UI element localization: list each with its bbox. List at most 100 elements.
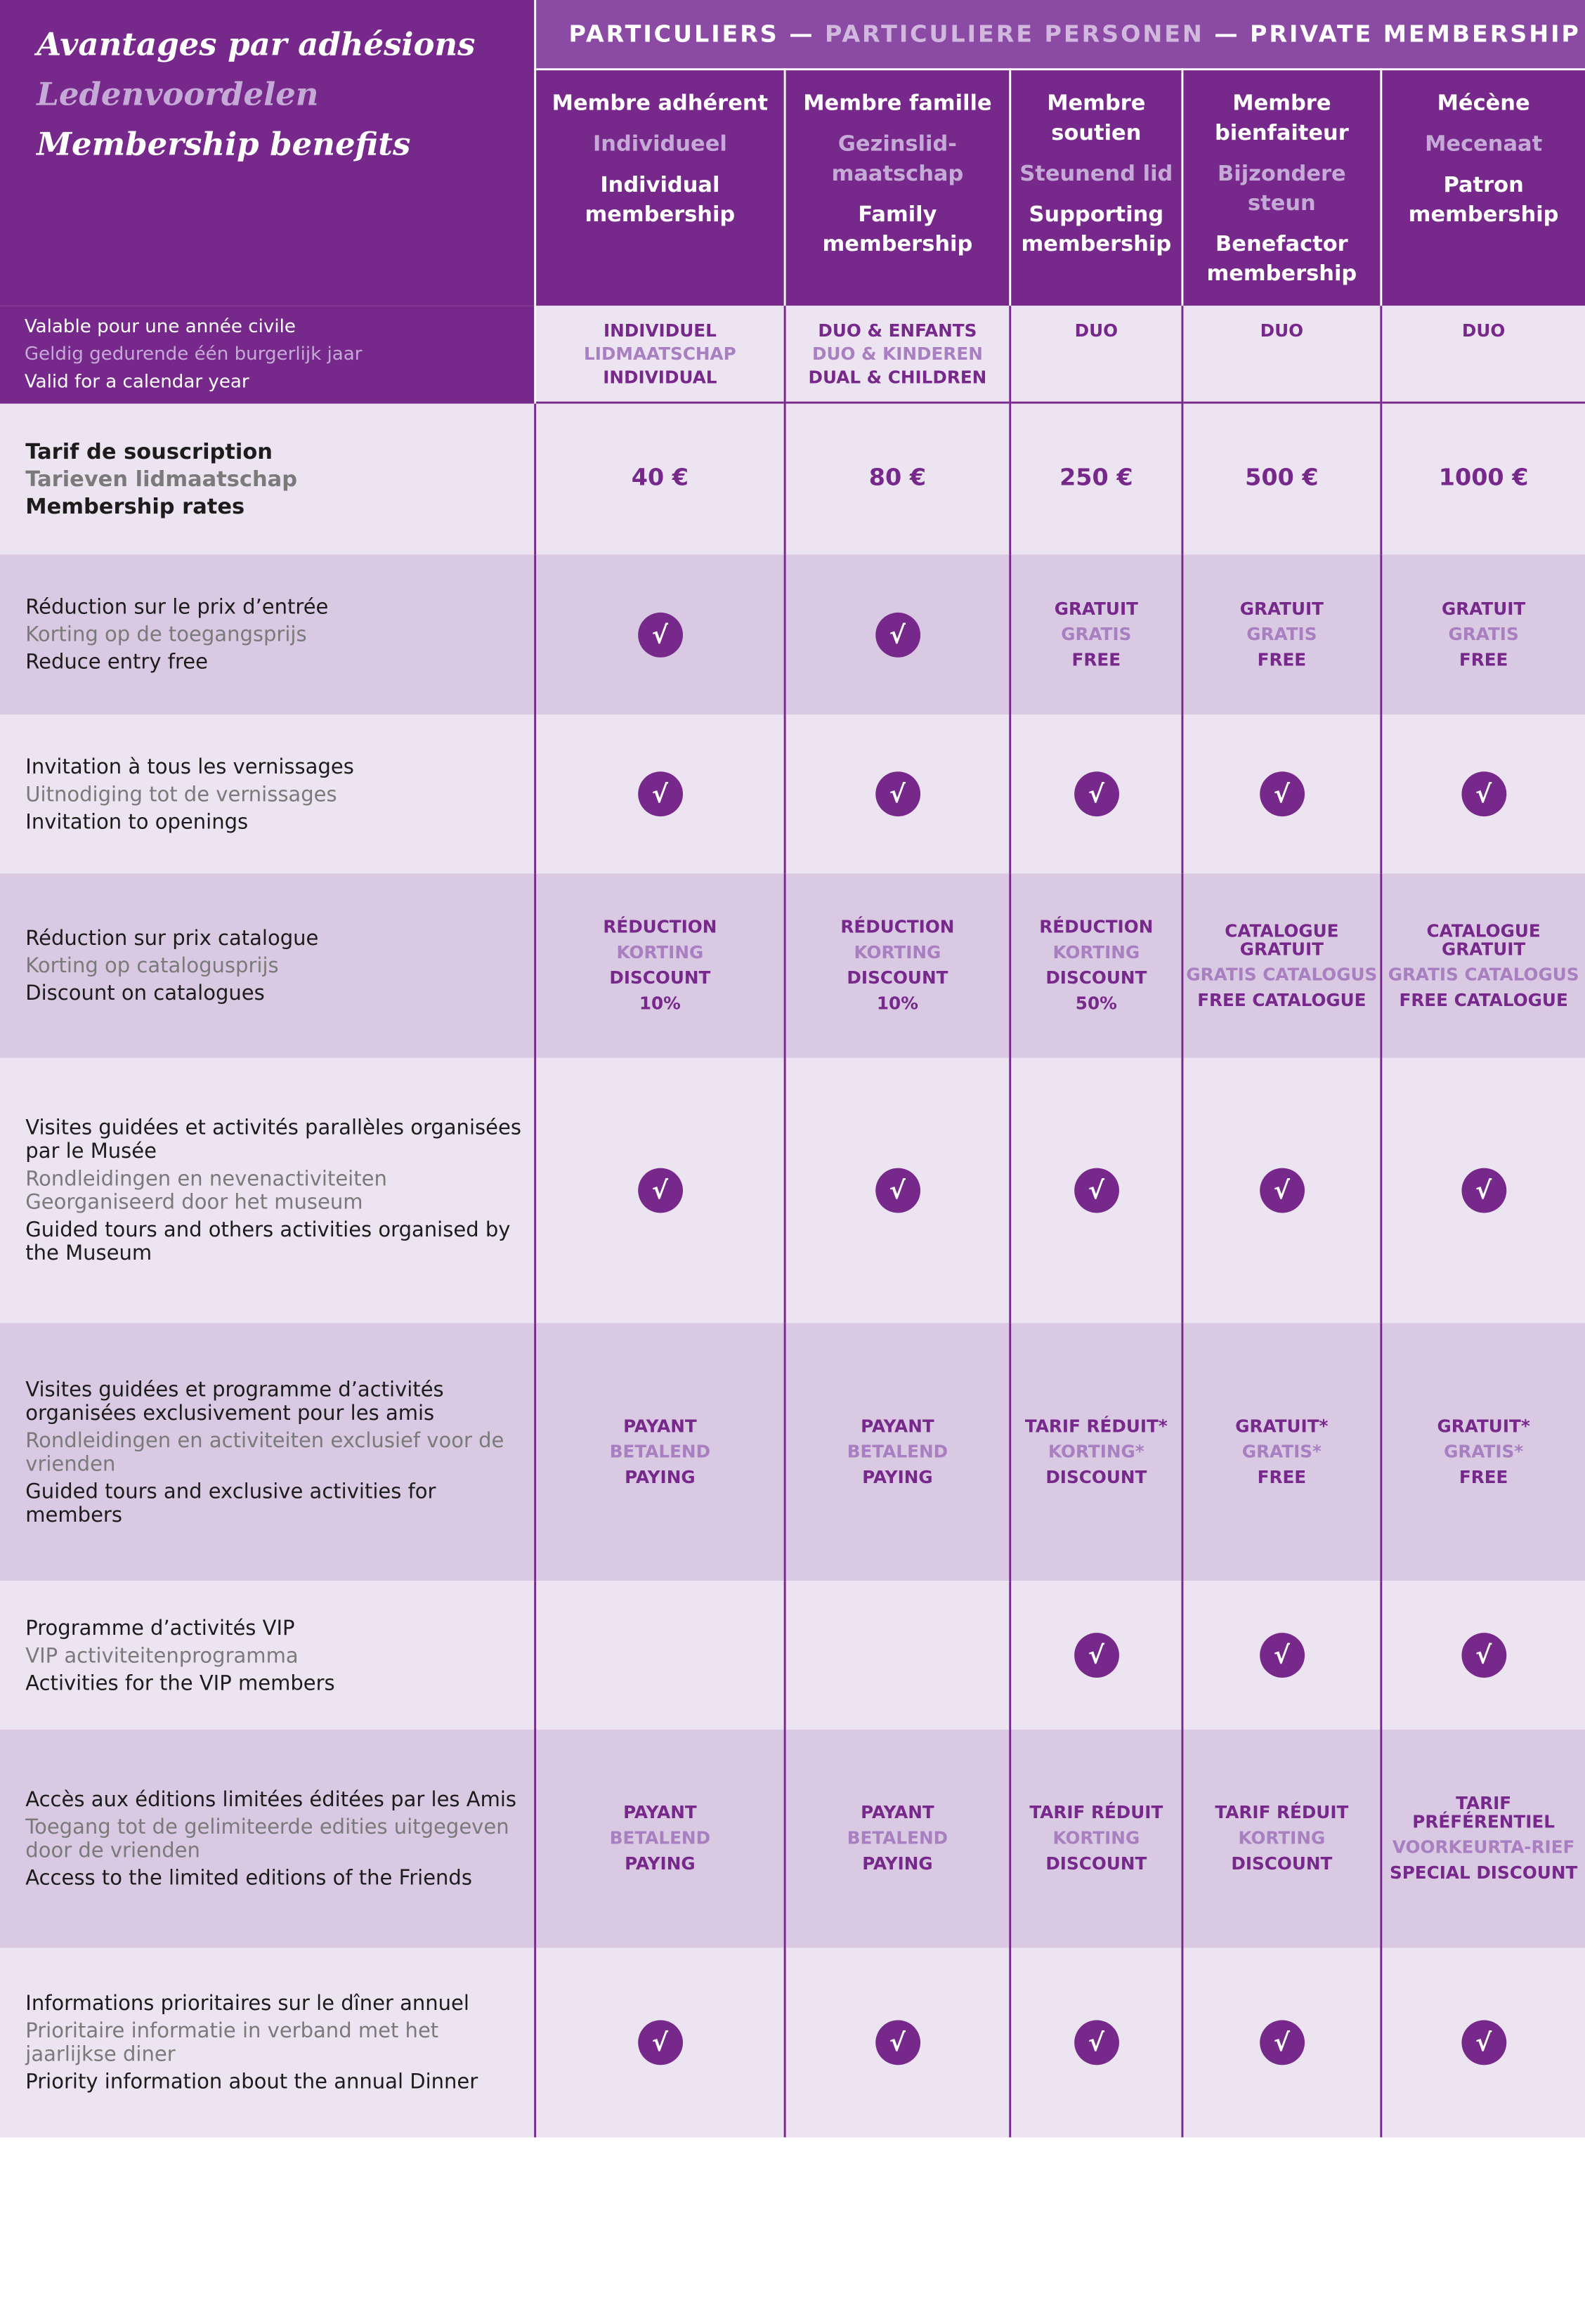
benefit-cell: CATALOGUE GRATUIT GRATIS CATALOGUS FREE CA… bbox=[1181, 873, 1381, 1058]
benefit-value-en: FREE bbox=[1459, 649, 1508, 670]
benefit-label-fr: Programme d’activités VIP bbox=[25, 1614, 295, 1640]
benefit-value-nl: KORTING bbox=[854, 942, 941, 964]
tier-header: Membre bienfaiteur Bijzondere steun Benefa… bbox=[1181, 69, 1381, 306]
benefit-value-nl: KORTING bbox=[1238, 1828, 1326, 1849]
benefit-value-en: DISCOUNT bbox=[847, 968, 948, 989]
validity-value-nl: LIDMAATSCHAP bbox=[584, 344, 736, 365]
benefit-value-en: FREE bbox=[1257, 1467, 1307, 1488]
benefit-value-fr: GRATUIT bbox=[1441, 599, 1526, 620]
benefit-value-nl: KORTING bbox=[616, 942, 704, 964]
benefit-label-en: Guided tours and exclusive activities fo… bbox=[25, 1478, 436, 1527]
benefit-cell: √ bbox=[534, 554, 785, 715]
validity-value: DUO bbox=[1009, 306, 1182, 403]
benefit-label-nl: Uitnodiging tot de vernissages bbox=[25, 781, 337, 806]
rates-label-en: Membership rates bbox=[25, 493, 245, 518]
benefit-value-nl: GRATIS bbox=[1246, 624, 1317, 645]
benefit-row: Visites guidées et activités parallèles … bbox=[0, 1057, 1585, 1324]
benefit-value-nl: BETALEND bbox=[847, 1828, 948, 1849]
title-nl: Ledenvoordelen bbox=[37, 76, 319, 114]
check-icon: √ bbox=[875, 1168, 920, 1213]
benefit-value-fr: RÉDUCTION bbox=[1039, 917, 1154, 938]
benefit-cell: PAYANT BETALEND PAYING bbox=[534, 1323, 785, 1581]
banner-en: PRIVATE MEMBERSHIP bbox=[1250, 20, 1581, 48]
benefit-cell: TARIF RÉDUIT KORTING DISCOUNT bbox=[1181, 1730, 1381, 1948]
benefit-value-nl: GRATIS bbox=[1448, 624, 1519, 645]
benefit-value-fr: RÉDUCTION bbox=[603, 917, 717, 938]
benefit-cell: CATALOGUE GRATUIT GRATIS CATALOGUS FREE CA… bbox=[1380, 873, 1585, 1058]
benefit-value-en: PAYING bbox=[862, 1854, 933, 1875]
benefit-label-nl: Rondleidingen en nevenactiviteiten Georg… bbox=[25, 1166, 387, 1214]
check-icon: √ bbox=[1461, 1168, 1506, 1213]
benefit-value-nl: GRATIS* bbox=[1241, 1442, 1322, 1463]
benefit-value-en: FREE CATALOGUE bbox=[1197, 990, 1367, 1011]
validity-value-en: INDIVIDUAL bbox=[603, 367, 717, 389]
tier-name-en: Supporting membership bbox=[1021, 202, 1172, 256]
benefit-value-fr: TARIF PRÉFÉRENTIEL bbox=[1412, 1794, 1555, 1833]
rate-cell: 250 € bbox=[1009, 401, 1182, 555]
benefit-cell: PAYANT BETALEND PAYING bbox=[783, 1730, 1010, 1948]
benefit-value-nl: GRATIS bbox=[1061, 624, 1132, 645]
check-icon: √ bbox=[875, 612, 920, 658]
rate-price: 80 € bbox=[868, 464, 927, 492]
tier-name-en: Individual membership bbox=[585, 172, 736, 227]
validity-value: DUO bbox=[1380, 306, 1585, 403]
benefit-label-fr: Réduction sur le prix d’entrée bbox=[25, 594, 329, 619]
benefit-value-extra: 10% bbox=[876, 993, 918, 1014]
validity-value-nl: DUO & KINDEREN bbox=[811, 344, 983, 365]
benefit-cell: √ bbox=[534, 714, 785, 874]
check-icon: √ bbox=[1259, 1168, 1305, 1213]
benefit-value-en: FREE bbox=[1071, 649, 1121, 670]
benefit-cell: √ bbox=[534, 1947, 785, 2138]
validity-value: INDIVIDUEL LIDMAATSCHAP INDIVIDUAL bbox=[534, 306, 785, 403]
benefit-value-fr: CATALOGUE GRATUIT bbox=[1225, 920, 1339, 960]
benefit-value-fr: GRATUIT* bbox=[1235, 1416, 1329, 1437]
banner-nl: PARTICULIERE PERSONEN bbox=[825, 20, 1204, 48]
benefit-label-en: Activities for the VIP members bbox=[25, 1670, 335, 1695]
benefit-value-fr: PAYANT bbox=[861, 1416, 934, 1437]
tier-name-nl: Bijzondere steun bbox=[1218, 161, 1346, 216]
benefit-cell: GRATUIT GRATIS FREE bbox=[1009, 554, 1182, 715]
benefit-value-nl: GRATIS* bbox=[1444, 1442, 1524, 1463]
tier-header-row: Membre adhérent Individueel Individual mem… bbox=[0, 69, 1585, 306]
check-icon: √ bbox=[1461, 771, 1506, 817]
check-icon: √ bbox=[1074, 1168, 1119, 1213]
validity-label-en: Valid for a calendar year bbox=[24, 370, 249, 392]
tier-name-nl: Gezinslid-maatschap bbox=[831, 131, 964, 186]
benefit-cell: √ bbox=[1380, 1581, 1585, 1730]
rate-cell: 500 € bbox=[1181, 401, 1381, 555]
benefit-value-nl: VOORKEURTA-RIEF bbox=[1392, 1837, 1575, 1858]
benefit-cell: √ bbox=[1009, 1947, 1182, 2138]
benefit-cell: √ bbox=[1009, 1581, 1182, 1730]
benefit-value-en: DISCOUNT bbox=[609, 968, 711, 989]
tier-name-en: Family membership bbox=[822, 202, 973, 256]
rates-row: Tarif de souscription Tarieven lidmaatsch… bbox=[0, 401, 1585, 555]
benefit-cell: √ bbox=[1181, 1057, 1381, 1324]
check-icon: √ bbox=[1461, 2020, 1506, 2065]
tier-name-en: Patron membership bbox=[1408, 172, 1559, 227]
benefit-row: Visites guidées et programme d’activités… bbox=[0, 1323, 1585, 1581]
benefit-cell: √ bbox=[783, 1057, 1010, 1324]
benefit-value-fr: TARIF RÉDUIT bbox=[1215, 1803, 1349, 1824]
benefit-cell: GRATUIT GRATIS FREE bbox=[1181, 554, 1381, 715]
tier-header: Membre famille Gezinslid-maatschap Family … bbox=[783, 69, 1010, 306]
tier-name-fr: Membre famille bbox=[803, 91, 992, 115]
benefit-value-en: FREE bbox=[1257, 649, 1307, 670]
benefits-table: Avantages par adhésions Ledenvoordelen M… bbox=[0, 0, 1585, 2138]
benefit-cell: RÉDUCTION KORTING DISCOUNT 50% bbox=[1009, 873, 1182, 1058]
benefit-label-nl: Rondleidingen en activiteiten exclusief … bbox=[25, 1427, 504, 1476]
rate-price: 1000 € bbox=[1438, 464, 1529, 492]
benefit-label: Visites guidées et activités parallèles … bbox=[0, 1057, 537, 1324]
benefit-value-extra: 10% bbox=[639, 993, 681, 1014]
validity-value-fr: DUO bbox=[1074, 321, 1118, 342]
benefit-label-en: Invitation to openings bbox=[25, 809, 249, 834]
benefit-label-nl: Korting op de toegangsprijs bbox=[25, 621, 307, 646]
benefit-value-en: FREE bbox=[1459, 1467, 1508, 1488]
benefit-value-extra: 50% bbox=[1075, 993, 1117, 1014]
validity-row: Valable pour une année civile Geldig gedu… bbox=[0, 306, 1585, 403]
benefit-value-en: DISCOUNT bbox=[1231, 1854, 1333, 1875]
benefit-cell: √ bbox=[783, 714, 1010, 874]
benefit-cell bbox=[534, 1581, 785, 1730]
benefit-label-fr: Visites guidées et programme d’activités… bbox=[25, 1376, 444, 1425]
benefit-label: Réduction sur le prix d’entrée Korting op… bbox=[0, 554, 537, 715]
